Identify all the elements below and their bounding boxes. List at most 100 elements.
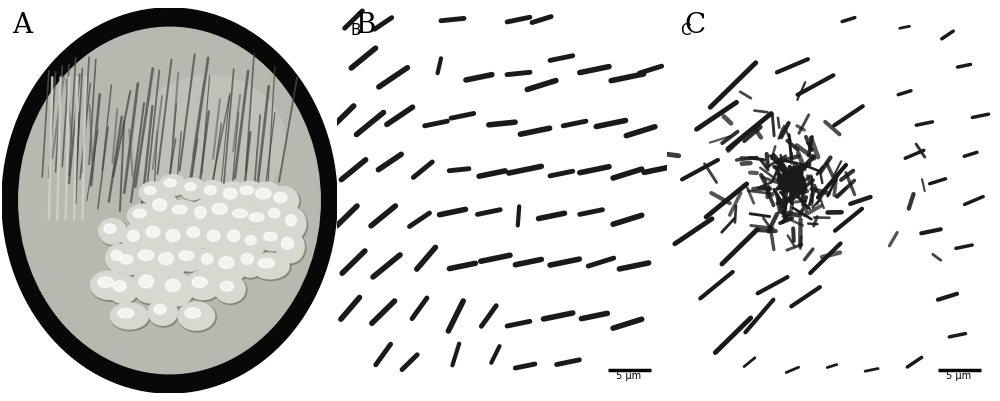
Text: A: A [19,27,29,42]
Ellipse shape [110,303,148,329]
Ellipse shape [276,231,304,263]
Ellipse shape [243,209,279,233]
Ellipse shape [159,272,195,308]
Ellipse shape [180,178,206,200]
Ellipse shape [113,281,126,291]
Ellipse shape [212,203,227,215]
Ellipse shape [234,182,268,206]
Ellipse shape [166,201,202,225]
Ellipse shape [114,250,146,276]
Ellipse shape [107,275,138,303]
Ellipse shape [123,224,151,256]
Ellipse shape [159,253,174,265]
Ellipse shape [178,302,216,332]
Ellipse shape [207,230,220,241]
Ellipse shape [133,209,146,218]
Ellipse shape [106,245,134,274]
Ellipse shape [144,186,156,194]
Ellipse shape [240,186,254,194]
Ellipse shape [147,192,179,224]
Ellipse shape [195,207,206,219]
Ellipse shape [258,228,291,253]
Ellipse shape [138,250,154,261]
Ellipse shape [148,299,177,325]
Ellipse shape [19,27,320,374]
Ellipse shape [226,205,260,227]
Ellipse shape [185,183,196,190]
Ellipse shape [249,182,284,211]
Ellipse shape [249,213,264,222]
Ellipse shape [222,224,253,257]
Ellipse shape [185,271,221,300]
Ellipse shape [215,276,247,305]
Ellipse shape [139,275,153,288]
Ellipse shape [212,250,249,284]
Ellipse shape [164,179,176,187]
Ellipse shape [159,272,193,306]
Ellipse shape [185,308,201,318]
Ellipse shape [99,219,128,246]
Ellipse shape [99,219,126,244]
Ellipse shape [98,277,114,288]
Ellipse shape [190,200,218,234]
Ellipse shape [166,229,180,242]
Ellipse shape [122,224,150,254]
Ellipse shape [256,188,271,199]
Ellipse shape [281,209,308,241]
Ellipse shape [236,247,264,277]
Ellipse shape [182,222,213,251]
Ellipse shape [2,8,337,393]
Ellipse shape [104,224,116,233]
Ellipse shape [148,300,179,327]
Ellipse shape [91,271,130,301]
Ellipse shape [214,275,245,303]
Ellipse shape [190,200,216,232]
Text: A: A [12,12,32,39]
Ellipse shape [240,231,268,257]
Ellipse shape [263,203,290,229]
Ellipse shape [165,279,180,292]
Ellipse shape [160,223,193,255]
Ellipse shape [264,232,277,241]
Ellipse shape [227,230,240,241]
Ellipse shape [251,253,291,281]
Ellipse shape [187,227,200,237]
Ellipse shape [131,244,170,275]
Ellipse shape [220,281,233,291]
Ellipse shape [241,253,253,265]
Ellipse shape [159,175,187,196]
Ellipse shape [236,247,266,279]
Ellipse shape [212,250,247,282]
Ellipse shape [128,230,139,241]
Text: C: C [680,23,691,38]
Ellipse shape [234,181,266,204]
Ellipse shape [172,246,209,273]
Text: B: B [355,12,376,39]
Ellipse shape [251,253,289,279]
Ellipse shape [185,271,223,302]
Ellipse shape [132,268,167,303]
Ellipse shape [120,255,133,264]
Ellipse shape [153,246,188,281]
Ellipse shape [127,205,160,229]
Ellipse shape [172,245,207,271]
Ellipse shape [218,182,251,213]
Ellipse shape [281,237,293,249]
Ellipse shape [152,245,187,279]
Ellipse shape [166,200,200,224]
Ellipse shape [258,227,289,251]
Ellipse shape [205,186,216,195]
Ellipse shape [153,199,167,211]
Ellipse shape [222,223,251,255]
Ellipse shape [106,245,133,272]
Ellipse shape [181,221,211,249]
Ellipse shape [258,259,275,268]
Ellipse shape [108,275,140,305]
Ellipse shape [90,271,128,300]
Text: B: B [350,23,361,38]
Ellipse shape [223,188,237,199]
Ellipse shape [131,244,168,273]
Ellipse shape [205,197,241,227]
Ellipse shape [160,223,195,257]
Ellipse shape [192,277,207,288]
